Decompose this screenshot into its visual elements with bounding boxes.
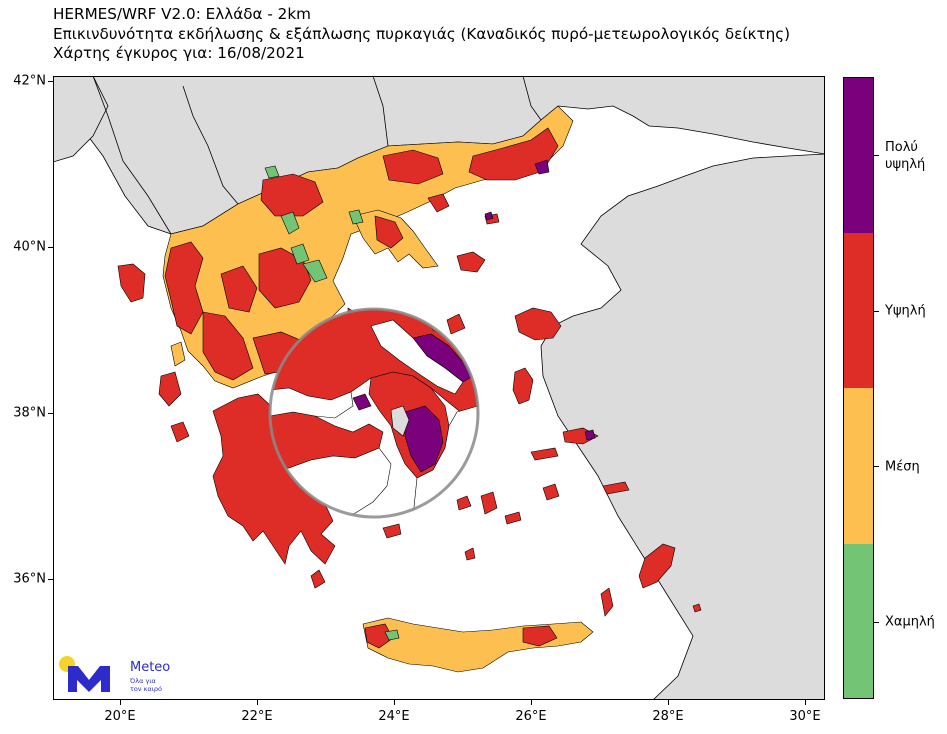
danger-patch-crete-west [364,623,394,649]
legend-tick [874,155,879,156]
mainland-greece [162,105,574,389]
lon-tick-26: 26°E [515,709,547,724]
ikaria [530,447,559,461]
m-letter-icon [68,666,110,692]
low-patch-rhodope-1 [348,209,364,225]
thasos [427,193,450,213]
country-border [182,85,239,205]
lat-tick-36: 36°N [13,571,46,587]
lat-tickmark [48,81,53,82]
legend-tick [874,466,879,467]
danger-patch-chalkidiki [374,215,404,249]
lat-tickmark [48,579,53,580]
legend-tick [874,622,879,623]
legend-label-medium: Μέση [885,459,920,475]
magnifier-ring [268,307,480,519]
legend-tick [874,311,879,312]
legend-swatch-very-high [844,78,873,233]
lat-tick-38: 38°N [13,405,46,421]
magnified-attica-very-high [404,405,444,473]
low-patch-crete [384,629,400,641]
danger-patch-macedonia [260,173,324,217]
danger-patch-epirus [164,241,204,335]
legend-label-low: Χαμηλή [885,614,935,630]
kythira [310,569,326,589]
map-panel[interactable] [53,76,825,700]
paros [456,495,472,511]
danger-patch-central [220,265,258,313]
lefkada [170,341,186,367]
santorini [464,547,476,561]
lat-tickmark [48,413,53,414]
danger-patch-crete-east [522,625,558,647]
veryhigh-patch-thrace [534,159,550,175]
low-patch-rhodope-2 [264,165,280,179]
lon-tickmark [531,700,532,705]
meteo-logo: Meteo Όλα για τον καιρό [56,652,186,700]
lesvos [514,307,562,341]
lat-tickmark [48,247,53,248]
kefalonia [158,371,182,407]
legend-label-high: Υψηλή [885,303,926,319]
lon-tickmark [394,700,395,705]
kerkyra [117,263,146,303]
legend-swatch-high [844,233,873,388]
kos [602,481,630,495]
rhodes [638,543,676,589]
zakynthos [170,421,190,443]
low-patch-olympus [302,259,328,283]
lat-tick-40: 40°N [13,239,46,255]
low-patch-pindos-1 [280,211,300,235]
amorgos [504,511,522,525]
naxos [480,491,498,515]
map-frame-border [53,76,825,700]
veryhigh-patch-samos [584,429,596,441]
legend-colorbar [843,77,874,699]
lemnos [456,251,486,273]
logo-tagline: Όλα για τον καιρό [130,677,163,693]
lat-tick-42: 42°N [13,73,46,89]
danger-patch-thrace [468,127,559,181]
lon-tick-24: 24°E [378,709,410,724]
milos [382,523,402,539]
legend-swatch-medium [844,388,873,544]
title-line-valid-date: Χάρτης έγκυρος για: 16/08/2021 [53,44,305,62]
magnified-corinth-gulf [270,387,354,419]
magnified-euboean-gulf [370,319,464,395]
fire-danger-map[interactable] [53,76,825,700]
legend-swatch-low [844,544,873,698]
legend-label-very-high: Πολύ υψηλή [885,140,926,172]
danger-patch-west [202,311,254,381]
logo-name: Meteo [130,660,171,675]
danger-patch-east-macedonia [382,149,444,185]
veryhigh-patch-lemnos-area [484,211,494,221]
country-border [372,76,389,147]
country-border [522,76,542,121]
magnified-athens-urban [390,405,410,437]
lon-tick-22: 22°E [241,709,273,724]
lon-tickmark [257,700,258,705]
italy-land [53,76,109,163]
map-title-block: HERMES/WRF V2.0: Ελλάδα - 2km Επικινδυνό… [53,5,790,64]
magnifier-inset [270,309,478,517]
chios [512,367,534,405]
lon-tickmark [120,700,121,705]
lon-tick-20: 20°E [104,709,136,724]
skyros [446,313,466,335]
astypalaia [542,483,560,501]
lon-tickmark [668,700,669,705]
low-patch-pindos-2 [290,243,310,265]
meteo-logo-mark [59,656,110,692]
lon-tickmark [805,700,806,705]
title-line-product: Επικινδυνότητα εκδήλωσης & εξάπλωσης πυρ… [53,24,791,43]
karpathos [600,587,614,617]
lon-tick-28: 28°E [652,709,684,724]
kastellorizo [692,603,702,613]
lon-tick-30: 30°E [789,709,821,724]
magnified-central-very-high [352,393,372,411]
title-line-model: HERMES/WRF V2.0: Ελλάδα - 2km [53,5,311,23]
